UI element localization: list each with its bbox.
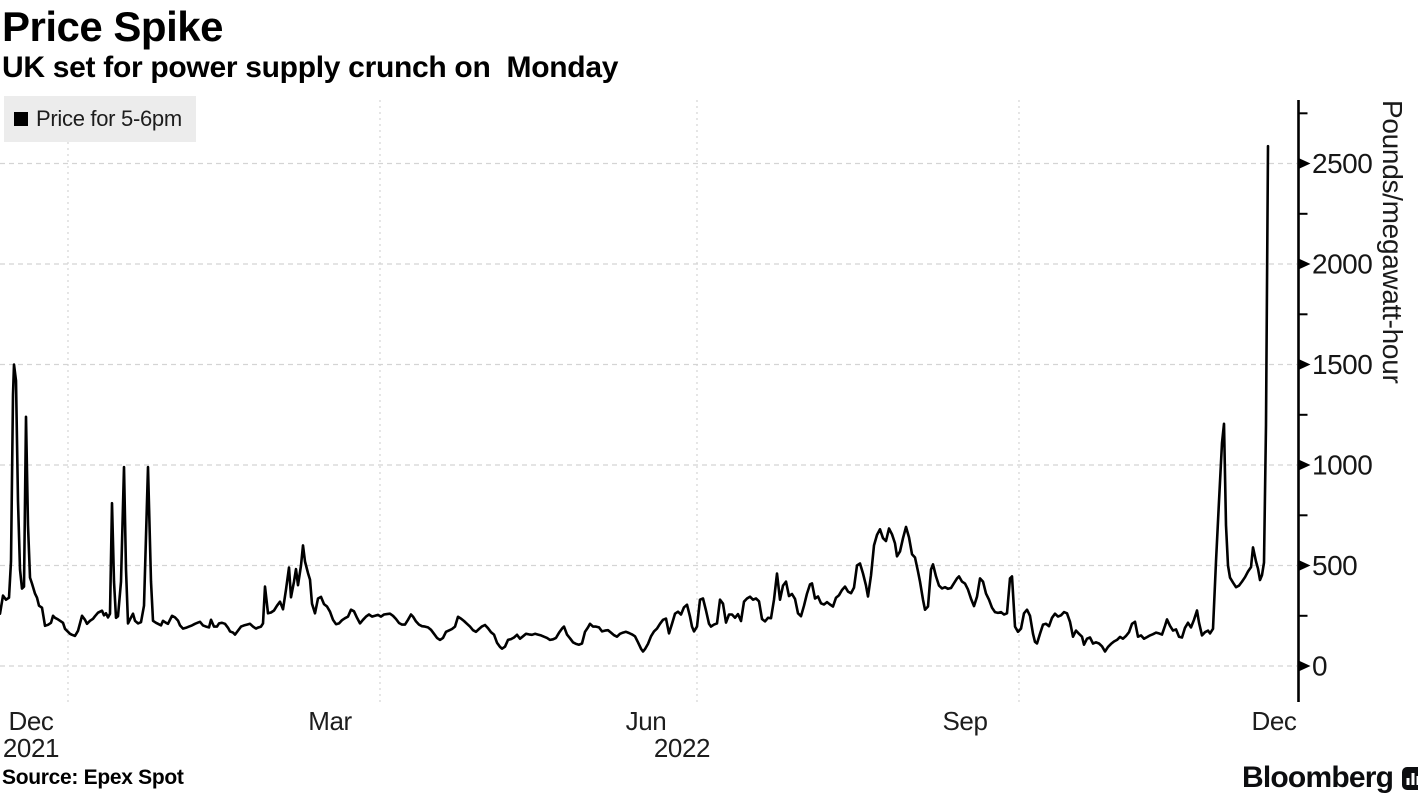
y-axis-tick-arrow-icon xyxy=(1298,359,1311,370)
x-tick-label: Jun xyxy=(626,706,667,736)
x-tick-label: Mar xyxy=(308,706,352,736)
y-axis-tick-arrow-icon xyxy=(1298,258,1311,270)
y-tick-label: 1500 xyxy=(1312,349,1372,380)
x-tick-label: Dec xyxy=(1251,706,1296,736)
x-tick-label: Sep xyxy=(942,706,987,736)
chart-subtitle: UK set for power supply crunch on Monday xyxy=(2,51,619,84)
bar-chart-icon xyxy=(1402,766,1418,790)
y-tick-label: 2500 xyxy=(1312,148,1372,179)
y-tick-label: 0 xyxy=(1312,651,1327,682)
chart-title: Price Spike xyxy=(2,3,223,50)
y-axis-tick-arrow-icon xyxy=(1298,560,1311,571)
x-tick-year-label: 2021 xyxy=(3,733,59,763)
y-tick-label: 500 xyxy=(1312,550,1357,581)
x-tick-year-label: 2022 xyxy=(654,733,710,763)
x-tick-label: Dec xyxy=(8,706,53,736)
y-axis-tick-arrow-icon xyxy=(1298,660,1311,672)
bloomberg-wordmark: Bloomberg xyxy=(1242,761,1394,794)
y-axis-title: Pounds/megawatt-hour xyxy=(1377,100,1408,384)
legend-swatch-icon xyxy=(14,112,28,126)
y-tick-label: 2000 xyxy=(1312,249,1372,280)
chart-legend: Price for 5-6pm xyxy=(4,96,196,142)
y-tick-label: 1000 xyxy=(1312,450,1372,481)
legend-series-label: Price for 5-6pm xyxy=(36,106,182,131)
y-axis-tick-arrow-icon xyxy=(1298,459,1311,471)
source-attribution: Source: Epex Spot xyxy=(2,766,184,789)
price-line-series xyxy=(0,144,1270,653)
bloomberg-logo: Bloomberg xyxy=(1242,761,1418,795)
y-axis-tick-arrow-icon xyxy=(1298,158,1311,169)
